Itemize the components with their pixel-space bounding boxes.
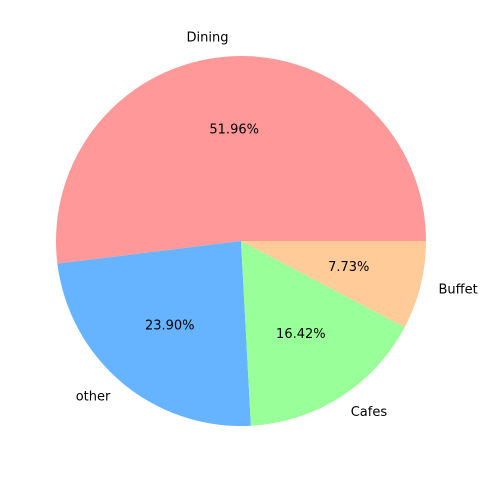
pie-labels: Dining 51.96% other 23.90% Cafes 16.42% Buffet…: [76, 30, 478, 420]
pie-slice-other: [57, 241, 251, 426]
pie-slice-dining: [55, 55, 427, 264]
pie-slice-cafes: [241, 241, 405, 426]
slice-label-cafes: Cafes: [351, 405, 388, 420]
percent-label-cafes: 16.42%: [276, 327, 326, 342]
percent-label-buffet: 7.73%: [328, 260, 369, 275]
percent-label-dining: 51.96%: [209, 123, 259, 138]
percent-label-other: 23.90%: [145, 319, 195, 334]
slice-label-dining: Dining: [187, 30, 229, 45]
slice-label-other: other: [76, 390, 111, 405]
pie-slices: [55, 55, 427, 426]
slice-label-buffet: Buffet: [439, 282, 478, 297]
pie-slice-buffet: [241, 241, 426, 328]
